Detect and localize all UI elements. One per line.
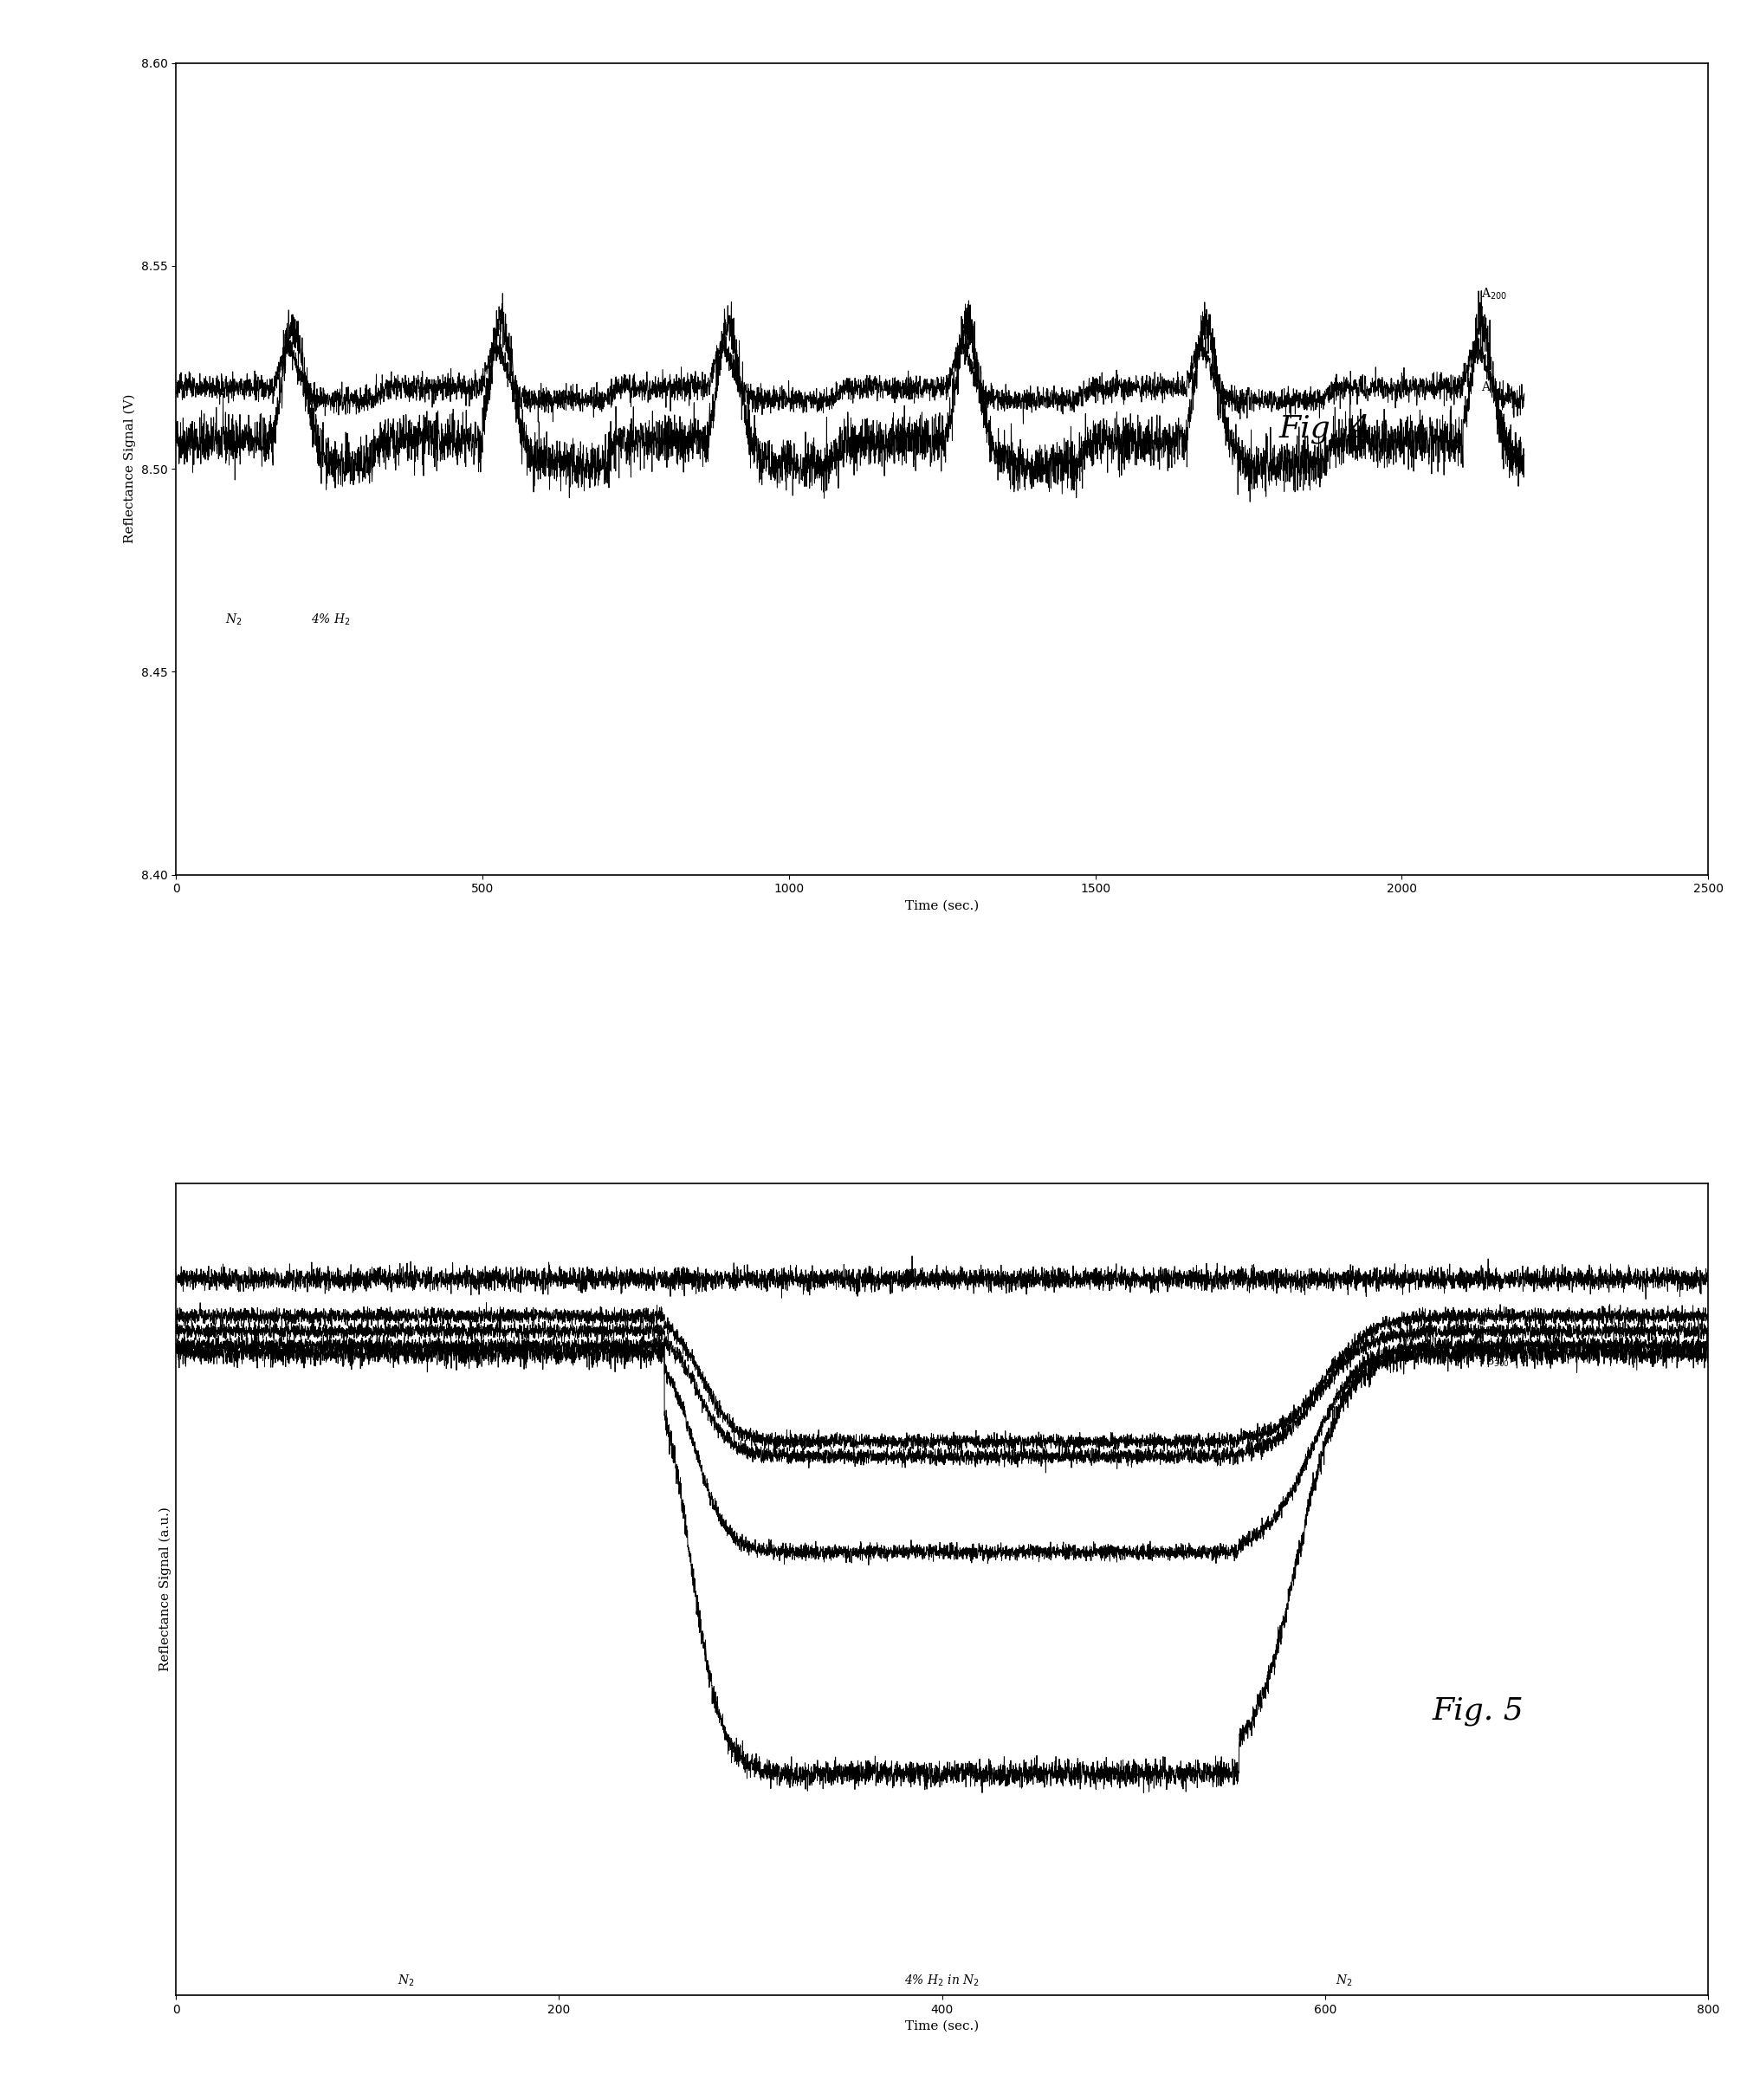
Text: - B$_0$: - B$_0$ — [1477, 1273, 1500, 1285]
Text: N$_2$: N$_2$ — [398, 1972, 414, 1989]
Text: N$_2$: N$_2$ — [1336, 1972, 1352, 1989]
Text: 4% H$_2$: 4% H$_2$ — [312, 611, 350, 628]
Text: N$_2$: N$_2$ — [225, 611, 243, 628]
Text: Fig. 4: Fig. 4 — [1278, 414, 1369, 443]
Y-axis label: Reflectance Signal (V): Reflectance Signal (V) — [123, 395, 136, 544]
X-axis label: Time (sec.): Time (sec.) — [905, 901, 979, 911]
Text: - B$_{200}$: - B$_{200}$ — [1477, 1325, 1508, 1340]
Y-axis label: Reflectance Signal (a.u.): Reflectance Signal (a.u.) — [158, 1508, 171, 1672]
Text: - B$_{100}$: - B$_{100}$ — [1477, 1308, 1508, 1323]
Text: Fig. 5: Fig. 5 — [1431, 1697, 1522, 1726]
Text: - B$_{300}$: - B$_{300}$ — [1477, 1354, 1508, 1369]
Text: 4% H$_2$ in N$_2$: 4% H$_2$ in N$_2$ — [905, 1972, 979, 1989]
Text: A$_0$: A$_0$ — [1480, 380, 1496, 395]
Text: A$_{200}$: A$_{200}$ — [1480, 288, 1507, 302]
Text: - B$_{400}$: - B$_{400}$ — [1477, 1340, 1508, 1354]
X-axis label: Time (sec.): Time (sec.) — [905, 2020, 979, 2033]
